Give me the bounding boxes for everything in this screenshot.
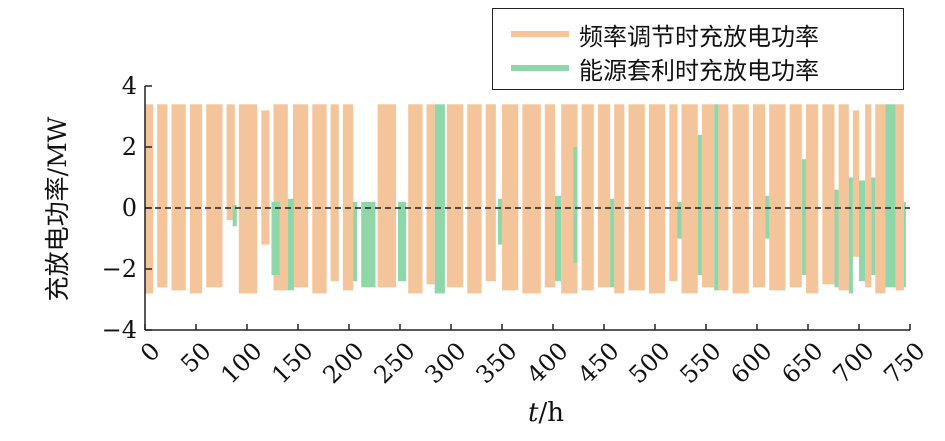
bar-frequency-3 (189, 104, 203, 294)
x-tick-label-750: 750 (878, 337, 930, 389)
bar-arbitrage-13 (714, 104, 719, 291)
bar-frequency-7 (261, 110, 270, 245)
bar-frequency-34 (769, 104, 786, 291)
bar-arbitrage-17 (848, 177, 853, 294)
y-axis-label: 充放电功率/MW (43, 116, 72, 302)
bar-arbitrage-5 (398, 201, 407, 282)
bar-arbitrage-16 (834, 189, 839, 288)
bar-frequency-17 (467, 104, 482, 294)
bar-frequency-21 (544, 104, 555, 288)
legend-swatch-arbitrage (511, 65, 569, 71)
legend-label-arbitrage: 能源套利时充放电功率 (579, 56, 819, 85)
bar-frequency-32 (732, 104, 749, 294)
x-axis-label-var: t (528, 398, 539, 428)
bar-frequency-4 (206, 104, 223, 288)
x-axis-label: t/h (528, 398, 564, 428)
bar-arbitrage-1 (271, 201, 280, 276)
x-tick-label-550: 550 (674, 337, 726, 389)
legend-item-arbitrage: 能源套利时充放电功率 (511, 51, 819, 85)
bar-arbitrage-21 (903, 201, 906, 288)
bar-frequency-42 (895, 104, 904, 291)
bar-frequency-2 (171, 104, 186, 291)
bar-frequency-15 (426, 104, 435, 285)
bar-frequency-35 (789, 104, 802, 288)
x-tick-label-500: 500 (623, 337, 675, 389)
bar-arbitrage-0 (232, 205, 237, 227)
x-tick-label-250: 250 (368, 337, 420, 389)
x-tick-label-150: 150 (266, 337, 318, 389)
bar-arbitrage-8 (555, 195, 562, 282)
bar-arbitrage-7 (497, 198, 502, 245)
bar-frequency-13 (377, 104, 396, 288)
bar-frequency-37 (822, 104, 835, 285)
bar-frequency-36 (806, 104, 819, 294)
bar-frequency-24 (597, 104, 611, 288)
bar-arbitrage-12 (697, 134, 702, 276)
bar-frequency-31 (718, 104, 729, 291)
legend-label-frequency: 频率调节时充放电功率 (579, 22, 819, 51)
bar-frequency-11 (330, 104, 339, 282)
x-tick-label-350: 350 (470, 337, 522, 389)
bar-frequency-10 (312, 104, 327, 294)
bar-frequency-18 (485, 104, 496, 282)
bar-frequency-41 (875, 104, 886, 294)
legend-swatch-frequency (511, 31, 569, 37)
x-tick-label-700: 700 (827, 337, 879, 389)
bar-frequency-12 (342, 104, 354, 291)
bar-arbitrage-20 (885, 104, 896, 288)
bar-frequency-29 (681, 104, 698, 294)
bar-arbitrage-2 (287, 198, 294, 291)
legend: 频率调节时充放电功率 能源套利时充放电功率 (492, 8, 904, 90)
bar-frequency-20 (522, 104, 541, 294)
bar-frequency-26 (628, 104, 645, 291)
bar-frequency-9 (292, 104, 309, 288)
x-tick-label-600: 600 (725, 337, 777, 389)
x-tick-label-200: 200 (317, 337, 369, 389)
bar-frequency-40 (865, 104, 872, 288)
x-tick-label-650: 650 (776, 337, 828, 389)
bar-arbitrage-9 (573, 147, 578, 263)
bar-frequency-25 (614, 104, 625, 294)
bar-arbitrage-11 (677, 201, 682, 239)
bar-frequency-39 (852, 110, 859, 257)
bar-frequency-23 (581, 104, 594, 291)
x-tick-label-0: 0 (135, 337, 166, 368)
bar-frequency-27 (648, 104, 666, 294)
bar-frequency-14 (408, 104, 423, 294)
bar-arbitrage-10 (610, 198, 615, 288)
bar-arbitrage-6 (434, 104, 445, 294)
y-tick-label--4: −4 (102, 316, 137, 344)
bar-arbitrage-4 (361, 201, 376, 288)
x-axis-label-unit: /h (538, 398, 564, 428)
bars-layer (145, 104, 906, 294)
bar-arbitrage-15 (801, 159, 806, 276)
bar-frequency-19 (502, 104, 519, 291)
legend-item-frequency: 频率调节时充放电功率 (511, 17, 819, 51)
bar-frequency-1 (157, 104, 168, 288)
bar-frequency-16 (446, 104, 464, 288)
bar-frequency-33 (752, 104, 766, 288)
bar-frequency-5 (226, 104, 235, 221)
bar-arbitrage-18 (859, 180, 866, 282)
bar-frequency-6 (238, 104, 258, 294)
bar-frequency-30 (701, 104, 715, 288)
bar-frequency-38 (838, 104, 849, 291)
x-tick-label-100: 100 (215, 337, 267, 389)
y-tick-label-4: 4 (122, 72, 137, 100)
x-tick-label-450: 450 (572, 337, 624, 389)
bar-arbitrage-3 (353, 201, 358, 282)
y-tick-label-2: 2 (122, 133, 137, 161)
y-tick-label-0: 0 (122, 194, 137, 222)
y-tick-label--2: −2 (102, 255, 137, 283)
bar-arbitrage-14 (765, 195, 770, 239)
bar-frequency-0 (145, 104, 154, 294)
x-tick-label-50: 50 (175, 337, 216, 378)
bar-arbitrage-19 (871, 177, 876, 276)
x-tick-label-300: 300 (419, 337, 471, 389)
x-tick-label-400: 400 (521, 337, 573, 389)
bar-frequency-28 (669, 104, 678, 282)
